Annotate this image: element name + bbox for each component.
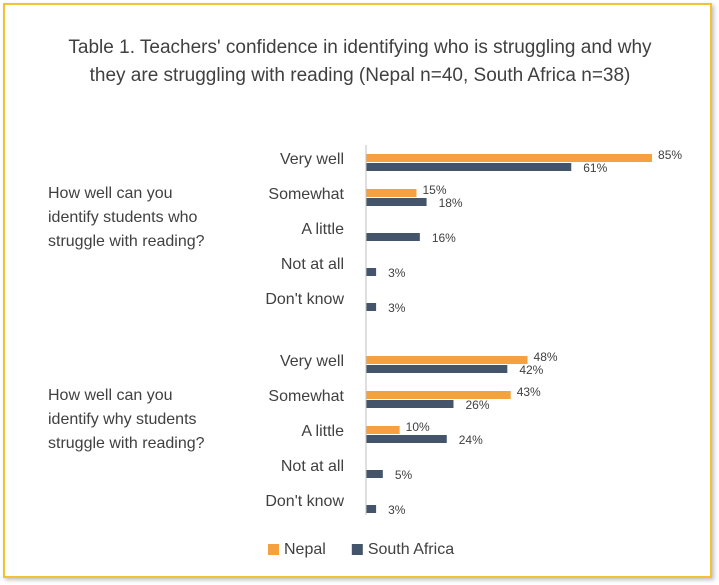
category-label: Don't know bbox=[265, 291, 344, 308]
value-label: 42% bbox=[519, 363, 543, 377]
category-label: Somewhat bbox=[268, 186, 344, 203]
legend-label: South Africa bbox=[368, 541, 454, 558]
bar bbox=[366, 154, 653, 162]
chart-title: Table 1. Teachers' confidence in identif… bbox=[68, 37, 652, 86]
value-label: 3% bbox=[388, 503, 406, 517]
bar bbox=[366, 426, 400, 434]
value-label: 10% bbox=[406, 420, 430, 434]
value-label: 85% bbox=[658, 148, 682, 162]
value-label: 26% bbox=[465, 398, 489, 412]
value-label: 24% bbox=[459, 433, 483, 447]
value-label: 18% bbox=[439, 196, 463, 210]
value-label: 5% bbox=[395, 468, 413, 482]
value-label: 61% bbox=[583, 161, 607, 175]
category-label: A little bbox=[301, 423, 344, 440]
bar bbox=[366, 470, 383, 478]
value-label: 3% bbox=[388, 301, 406, 315]
value-label: 43% bbox=[517, 385, 541, 399]
bar bbox=[366, 505, 377, 513]
question-label: How well can you identify why students s… bbox=[48, 387, 205, 452]
category-label: Not at all bbox=[281, 458, 344, 475]
category-label: Very well bbox=[280, 353, 344, 370]
bar bbox=[366, 400, 454, 408]
value-label: 15% bbox=[422, 183, 446, 197]
bar bbox=[366, 391, 511, 399]
question-label: How well can you identify students who s… bbox=[48, 185, 205, 250]
bar bbox=[366, 189, 417, 197]
category-label: Very well bbox=[280, 151, 344, 168]
bar bbox=[366, 356, 528, 364]
category-label: Somewhat bbox=[268, 388, 344, 405]
bar bbox=[366, 198, 427, 206]
value-label: 48% bbox=[534, 350, 558, 364]
legend-swatch bbox=[351, 544, 363, 555]
bar bbox=[366, 233, 420, 241]
category-label: Not at all bbox=[281, 256, 344, 273]
category-label: Don't know bbox=[265, 493, 344, 510]
bar bbox=[366, 365, 508, 373]
value-label: 3% bbox=[388, 266, 406, 280]
legend-label: Nepal bbox=[284, 541, 326, 558]
bar bbox=[366, 303, 377, 311]
value-label: 16% bbox=[432, 231, 456, 245]
bar bbox=[366, 163, 572, 171]
bar bbox=[366, 435, 447, 443]
legend-swatch bbox=[268, 544, 279, 555]
bar bbox=[366, 268, 377, 276]
chart-frame bbox=[3, 3, 712, 578]
category-label: A little bbox=[301, 221, 344, 238]
